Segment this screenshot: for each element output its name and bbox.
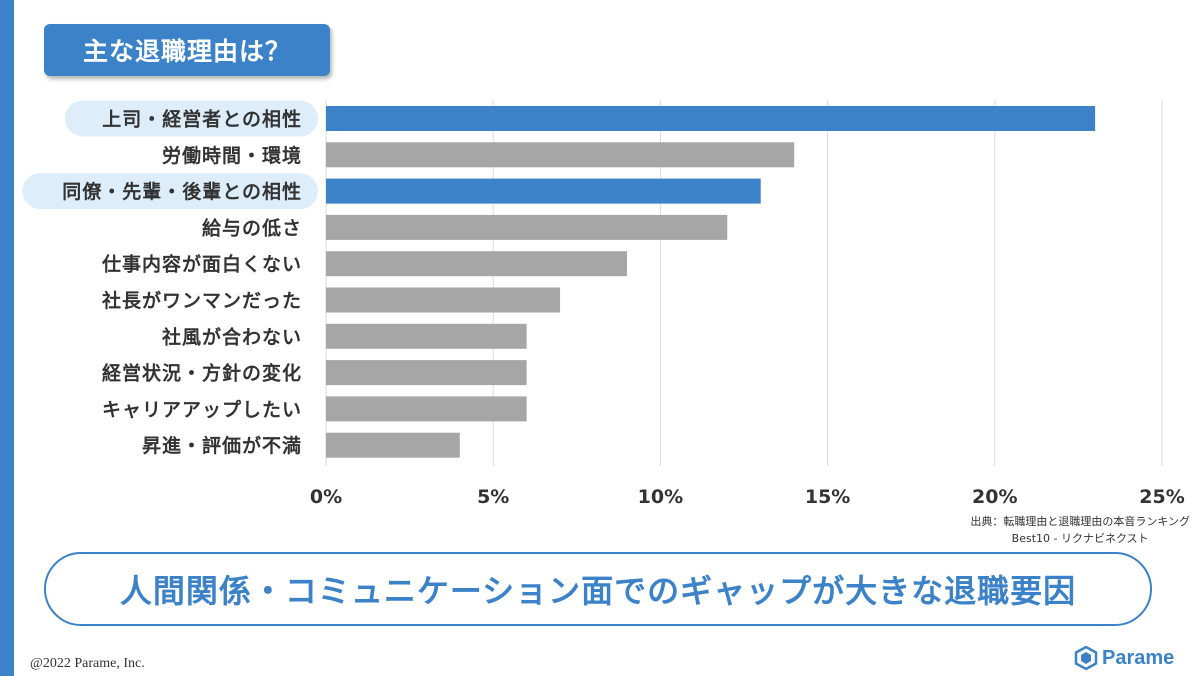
x-tick-label: 20% xyxy=(972,486,1017,508)
x-tick-label: 5% xyxy=(477,486,509,508)
bar xyxy=(326,323,527,349)
x-tick-label: 15% xyxy=(805,486,850,508)
bar xyxy=(326,360,527,386)
bar xyxy=(326,214,728,240)
parame-logo: Parame xyxy=(1074,646,1174,670)
category-label: 社風が合わない xyxy=(161,325,302,348)
hexagon-logo-icon xyxy=(1074,646,1098,670)
category-label: 上司・経営者との相性 xyxy=(102,108,302,131)
category-label: 同僚・先輩・後輩との相性 xyxy=(62,180,302,203)
x-tick-label: 10% xyxy=(638,486,683,508)
bar xyxy=(326,142,795,168)
category-label: 労働時間・環境 xyxy=(162,144,302,167)
category-label: 給与の低さ xyxy=(202,216,302,239)
source-citation: 出典：転職理由と退職理由の本音ランキング Best10 - リクナビネクスト xyxy=(970,513,1190,547)
bar xyxy=(326,251,627,277)
conclusion-text: 人間関係・コミュニケーション面でのギャップが大きな退職要因 xyxy=(119,572,1077,610)
category-highlight xyxy=(22,173,319,210)
category-highlight xyxy=(65,100,318,137)
category-label: 社長がワンマンだった xyxy=(101,289,302,312)
bar xyxy=(326,178,761,204)
bar xyxy=(326,432,460,458)
category-label: 昇進・評価が不満 xyxy=(142,434,302,457)
title-badge: 主な退職理由は？ xyxy=(44,24,330,76)
bar xyxy=(326,287,561,313)
source-line-1: 出典：転職理由と退職理由の本音ランキング xyxy=(970,515,1190,528)
left-accent-bar xyxy=(0,0,14,676)
bar xyxy=(326,106,1096,131)
logo-text: Parame xyxy=(1102,646,1175,669)
conclusion-box: 人間関係・コミュニケーション面でのギャップが大きな退職要因 xyxy=(44,552,1152,626)
x-tick-label: 25% xyxy=(1139,486,1184,508)
source-line-2: Best10 - リクナビネクスト xyxy=(1011,532,1149,545)
category-label: 経営状況・方針の変化 xyxy=(102,362,302,385)
x-tick-label: 0% xyxy=(310,486,342,508)
category-label: キャリアアップしたい xyxy=(102,398,302,421)
page-title: 主な退職理由は？ xyxy=(82,37,291,66)
bar xyxy=(326,396,527,422)
category-label: 仕事内容が面白くない xyxy=(101,253,302,276)
copyright-text: @2022 Parame, Inc. xyxy=(30,656,145,671)
